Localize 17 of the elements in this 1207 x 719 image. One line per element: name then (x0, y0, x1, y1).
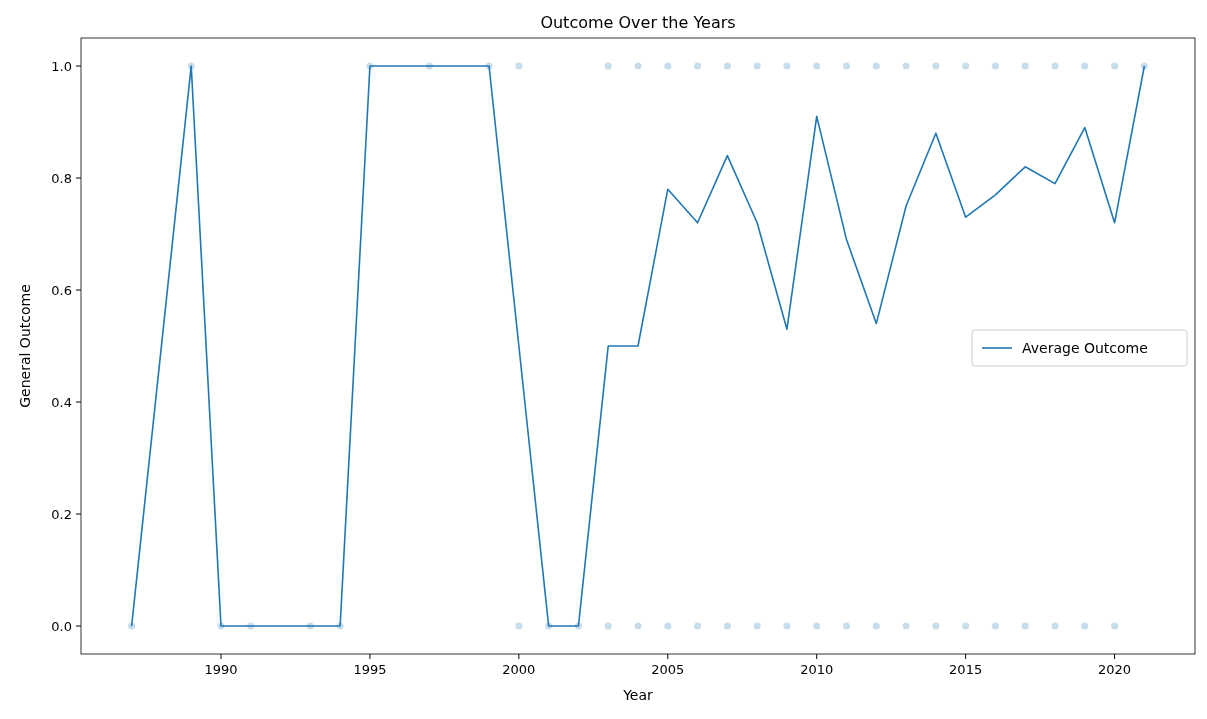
x-tick-label: 1995 (353, 662, 387, 677)
y-tick-label: 0.4 (51, 394, 72, 410)
y-tick-label: 0.0 (51, 618, 72, 634)
x-tick-label: 2005 (651, 662, 685, 677)
y-tick-label: 0.2 (51, 506, 72, 522)
y-axis-title: General Outcome (17, 284, 33, 408)
y-tick-label: 0.6 (51, 282, 72, 298)
x-tick-label: 1990 (204, 662, 238, 677)
chart-title: Outcome Over the Years (540, 13, 736, 32)
x-tick-label: 2015 (949, 662, 983, 677)
x-tick-label: 2010 (800, 662, 834, 677)
x-tick-label: 2000 (502, 662, 536, 677)
x-axis-title: Year (622, 687, 654, 703)
x-tick-label: 2020 (1098, 662, 1132, 677)
y-tick-label: 0.8 (51, 170, 72, 186)
legend-label: Average Outcome (1022, 339, 1148, 356)
y-tick-label: 1.0 (51, 58, 72, 74)
